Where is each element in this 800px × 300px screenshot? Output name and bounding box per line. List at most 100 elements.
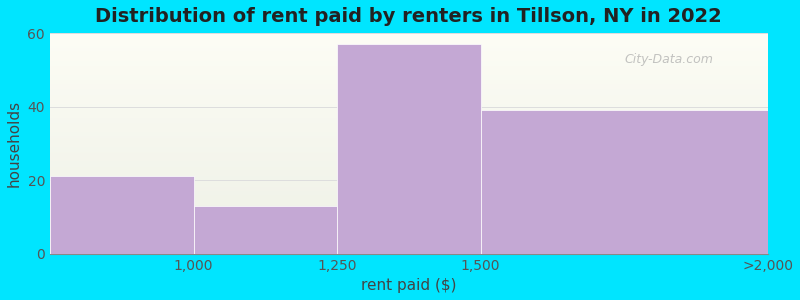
Bar <box>50 203 767 204</box>
Bar <box>50 250 767 251</box>
Bar <box>50 204 767 205</box>
Bar <box>50 83 767 84</box>
Bar <box>50 223 767 224</box>
Bar <box>50 114 767 115</box>
Bar <box>50 183 767 184</box>
Bar <box>50 145 767 146</box>
Bar <box>50 222 767 223</box>
Bar <box>50 152 767 153</box>
Bar <box>50 110 767 111</box>
Bar <box>50 112 767 114</box>
Bar <box>50 130 767 131</box>
Bar <box>50 94 767 95</box>
Bar <box>50 219 767 220</box>
Bar <box>50 124 767 126</box>
Bar <box>50 175 767 176</box>
Bar <box>50 86 767 87</box>
Bar <box>50 143 767 145</box>
Text: City-Data.com: City-Data.com <box>624 53 713 66</box>
Bar <box>50 188 767 189</box>
Bar <box>50 105 767 106</box>
Bar <box>50 146 767 147</box>
Bar <box>50 122 767 124</box>
Bar <box>50 92 767 93</box>
Bar <box>50 70 767 72</box>
Bar <box>50 201 767 202</box>
Bar <box>50 101 767 103</box>
Bar <box>50 103 767 105</box>
Bar <box>50 193 767 194</box>
Bar <box>50 56 767 57</box>
Bar <box>50 106 767 107</box>
Bar <box>50 77 767 78</box>
Bar <box>50 138 767 139</box>
Bar <box>50 127 767 128</box>
Bar <box>50 224 767 225</box>
Bar <box>50 59 767 61</box>
Bar <box>50 207 767 208</box>
Bar <box>50 247 767 248</box>
Bar <box>50 217 767 218</box>
Bar <box>50 33 767 34</box>
Bar <box>50 78 767 80</box>
Bar <box>50 236 767 237</box>
Bar <box>50 232 767 233</box>
Bar <box>50 95 767 96</box>
Bar <box>50 230 767 232</box>
Bar <box>50 61 767 62</box>
Bar <box>50 226 767 227</box>
Bar <box>50 121 767 122</box>
Bar <box>50 43 767 44</box>
Bar <box>50 251 767 253</box>
Bar <box>50 160 767 161</box>
Bar <box>50 227 767 228</box>
Bar <box>50 87 767 88</box>
Bar <box>50 228 767 230</box>
Bar <box>50 116 767 117</box>
Bar <box>50 180 767 181</box>
Bar <box>50 68 767 70</box>
Bar <box>50 235 767 236</box>
Bar <box>50 242 767 243</box>
Bar <box>50 215 767 216</box>
Bar <box>50 154 767 155</box>
Bar <box>50 38 767 39</box>
Bar <box>50 238 767 239</box>
Bar <box>50 129 767 130</box>
Bar <box>50 176 767 178</box>
Bar <box>50 119 767 120</box>
Bar <box>50 155 767 157</box>
Bar <box>50 233 767 234</box>
Bar <box>50 173 767 174</box>
Bar <box>50 35 767 36</box>
Bar <box>50 140 767 141</box>
Bar <box>50 62 767 63</box>
Bar <box>50 115 767 116</box>
Bar <box>50 89 767 90</box>
Bar <box>50 88 767 89</box>
Bar <box>50 243 767 244</box>
Bar <box>50 161 767 162</box>
Bar <box>50 167 767 168</box>
Bar <box>50 99 767 100</box>
Bar <box>50 199 767 200</box>
Bar <box>50 209 767 211</box>
Bar <box>50 39 767 40</box>
Bar <box>50 157 767 158</box>
Bar <box>50 192 767 193</box>
Bar <box>50 164 767 165</box>
Bar <box>50 246 767 247</box>
X-axis label: rent paid ($): rent paid ($) <box>361 278 457 293</box>
Title: Distribution of rent paid by renters in Tillson, NY in 2022: Distribution of rent paid by renters in … <box>95 7 722 26</box>
Bar <box>50 128 767 129</box>
Bar <box>50 216 767 217</box>
Bar <box>50 253 767 254</box>
Bar <box>50 153 767 154</box>
Bar <box>337 44 481 253</box>
Bar <box>50 205 767 206</box>
Bar <box>50 76 767 77</box>
Bar <box>50 126 767 127</box>
Bar <box>50 195 767 196</box>
Bar <box>50 147 767 148</box>
Bar <box>50 49 767 50</box>
